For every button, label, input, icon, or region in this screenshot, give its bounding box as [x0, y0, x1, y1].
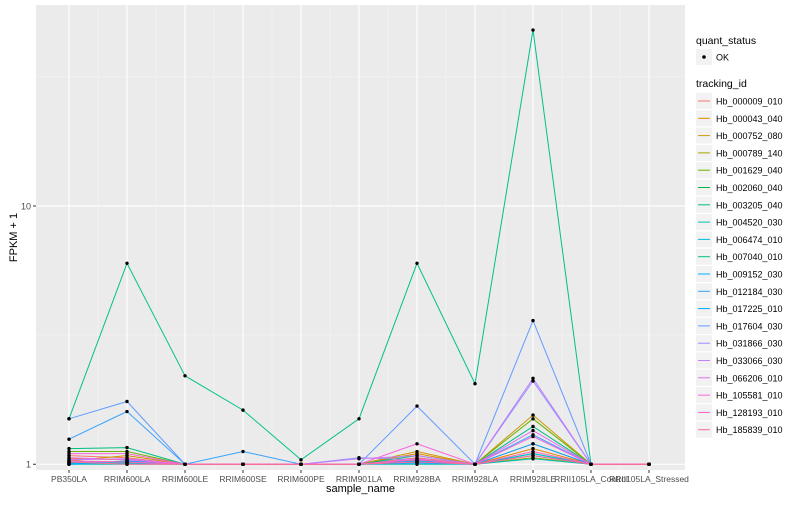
data-point-Hb_185839_010: [299, 462, 303, 466]
legend-title-tracking-id: tracking_id: [696, 78, 747, 90]
legend-label: Hb_066206_010: [716, 373, 783, 383]
data-point-Hb_128193_010: [531, 449, 535, 454]
data-point-Hb_003205_040: [67, 446, 71, 451]
data-point-Hb_185839_010: [125, 462, 129, 466]
data-point-Hb_105581_010: [125, 451, 129, 456]
data-point-Hb_007040_010: [531, 28, 535, 32]
legend-label: OK: [716, 53, 729, 63]
data-point-Hb_185839_010: [415, 460, 419, 464]
y-tick-label: 10: [21, 201, 31, 211]
data-point-Hb_007040_010: [415, 261, 419, 265]
data-point-Hb_007040_010: [299, 458, 303, 462]
data-point-Hb_017604_030: [531, 318, 535, 323]
data-point-Hb_017604_030: [67, 417, 71, 421]
data-point-Hb_185839_010: [241, 462, 245, 466]
data-point-Hb_185839_010: [183, 462, 187, 466]
legend-label: Hb_000043_040: [716, 114, 783, 124]
x-tick-label: RRIM901LA: [336, 474, 383, 484]
data-point-Hb_007040_010: [241, 408, 245, 412]
legend-label: Hb_017225_010: [716, 304, 783, 314]
legend-label: Hb_017604_030: [716, 321, 783, 331]
data-point-Hb_017604_030: [415, 404, 419, 408]
x-tick-label: RRIM928BA: [393, 474, 441, 484]
y-axis: 1 10: [21, 201, 36, 470]
legend-label: Hb_003205_040: [716, 200, 783, 210]
legend-label: Hb_007040_010: [716, 252, 783, 262]
legend-label: Hb_185839_010: [716, 425, 783, 435]
legend-label: Hb_000009_010: [716, 97, 783, 107]
data-point-Hb_066206_010: [531, 428, 535, 433]
data-point-Hb_007040_010: [125, 261, 129, 265]
legend-label: Hb_012184_030: [716, 287, 783, 297]
legend: quant_status OK tracking_id Hb_000009_01…: [696, 35, 783, 438]
series-points: [67, 28, 651, 466]
x-tick-label: RRIM600SE: [219, 474, 267, 484]
data-point-Hb_000043_040: [531, 446, 535, 451]
data-point-Hb_185839_010: [647, 462, 651, 466]
x-axis: PB350LA RRIM600LA RRIM600LE RRIM600SE RRIM60…: [51, 470, 689, 484]
data-point-Hb_105581_010: [531, 434, 535, 439]
x-tick-label: PB350LA: [51, 474, 87, 484]
data-point-Hb_003205_040: [125, 445, 129, 450]
data-point-Hb_000752_080: [415, 449, 419, 454]
legend-label: Hb_004520_030: [716, 218, 783, 228]
data-point-Hb_004520_030: [531, 457, 535, 461]
y-axis-title: FPKM + 1: [8, 213, 20, 262]
plot-panel: [36, 5, 685, 470]
legend-label: Hb_033066_030: [716, 356, 783, 366]
x-tick-label: RRIM928LE: [510, 474, 557, 484]
data-point-Hb_003205_040: [531, 424, 535, 429]
legend-label: Hb_006474_010: [716, 235, 783, 245]
y-tick-label: 1: [26, 460, 31, 470]
data-point-Hb_000752_080: [531, 413, 535, 417]
x-axis-title: sample_name: [326, 483, 395, 495]
data-point-Hb_007040_010: [357, 417, 361, 421]
legend-shape-items: OK: [696, 49, 729, 65]
x-tick-label: RRII105LA_Control: [554, 474, 628, 484]
data-point-Hb_007040_010: [473, 382, 477, 386]
legend-label: Hb_128193_010: [716, 408, 783, 418]
legend-title-quant-status: quant_status: [696, 35, 756, 47]
data-point-Hb_185839_010: [67, 460, 71, 464]
data-point-Hb_017604_030: [125, 399, 129, 404]
legend-label: Hb_000789_140: [716, 148, 783, 158]
data-point-Hb_012184_030: [67, 437, 71, 441]
legend-color-items: Hb_000009_010 Hb_000043_040 Hb_000752_080 H…: [696, 93, 783, 438]
legend-label: Hb_031866_030: [716, 339, 783, 349]
data-point-Hb_001629_040: [531, 417, 535, 421]
legend-label: Hb_001629_040: [716, 166, 783, 176]
legend-label: Hb_000752_080: [716, 131, 783, 141]
data-point-Hb_033066_030: [531, 376, 535, 381]
legend-label: Hb_002060_040: [716, 183, 783, 193]
legend-key-point: [702, 55, 706, 59]
data-point-Hb_033066_030: [415, 453, 419, 458]
data-point-Hb_185839_010: [589, 462, 593, 466]
data-point-Hb_185839_010: [473, 462, 477, 466]
data-point-Hb_185839_010: [357, 462, 361, 466]
data-point-Hb_007040_010: [183, 374, 187, 378]
data-point-Hb_012184_030: [241, 449, 245, 454]
legend-label: Hb_105581_010: [716, 391, 783, 401]
data-point-Hb_033066_030: [357, 457, 361, 461]
x-tick-label: RRII105LA_Stressed: [609, 474, 689, 484]
data-point-Hb_066206_010: [67, 456, 71, 460]
data-point-Hb_012184_030: [125, 409, 129, 414]
x-tick-label: RRIM600PE: [277, 474, 325, 484]
x-tick-label: RRIM600LA: [104, 474, 151, 484]
legend-label: Hb_009152_030: [716, 270, 783, 280]
data-point-Hb_185839_010: [531, 453, 535, 458]
data-point-Hb_031866_030: [531, 379, 535, 383]
data-point-Hb_017225_010: [531, 442, 535, 446]
data-point-Hb_105581_010: [67, 451, 71, 456]
x-tick-label: RRIM600LE: [162, 474, 209, 484]
x-tick-label: RRIM928LA: [452, 474, 499, 484]
data-point-Hb_105581_010: [415, 442, 419, 446]
